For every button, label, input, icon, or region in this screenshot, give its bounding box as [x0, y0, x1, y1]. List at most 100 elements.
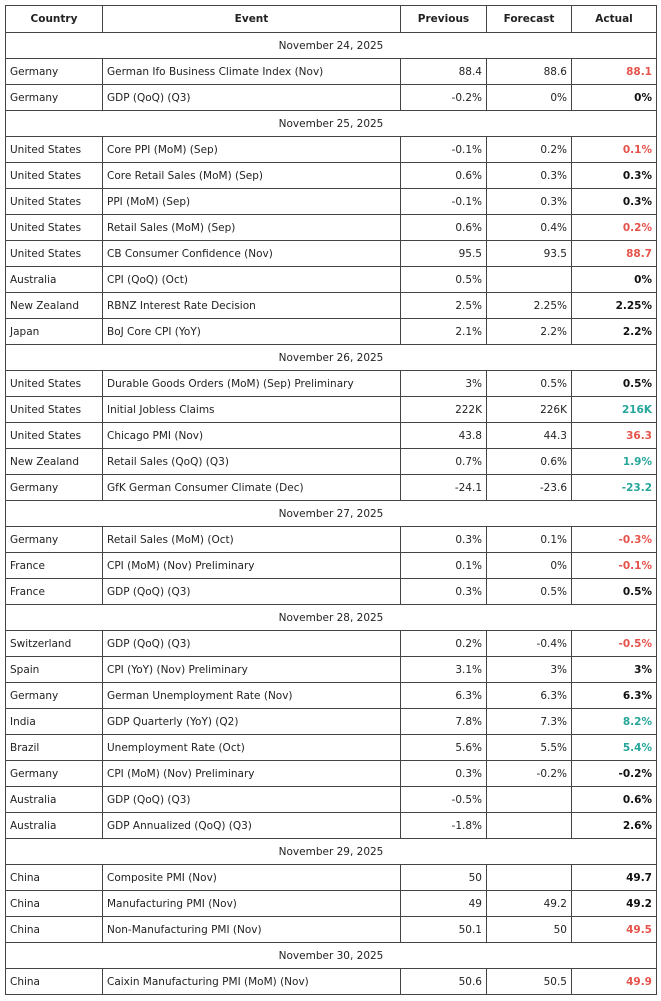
actual-cell: 0.2%	[571, 214, 657, 241]
country-cell: Japan	[5, 318, 103, 345]
country-cell: Australia	[5, 812, 103, 839]
actual-cell: 8.2%	[571, 708, 657, 735]
date-row: November 24, 2025	[5, 32, 657, 59]
date-cell: November 24, 2025	[5, 32, 657, 59]
forecast-cell: 7.3%	[486, 708, 572, 735]
event-row: New Zealand RBNZ Interest Rate Decision 2.…	[5, 292, 657, 319]
country-cell: New Zealand	[5, 292, 103, 319]
header-cell: Event	[102, 5, 401, 33]
forecast-cell: -0.2%	[486, 760, 572, 787]
header-cell: Forecast	[486, 5, 572, 33]
previous-cell: 3%	[400, 370, 487, 397]
country-cell: Germany	[5, 526, 103, 553]
event-cell: GDP (QoQ) (Q3)	[102, 786, 401, 813]
date-cell: November 27, 2025	[5, 500, 657, 527]
country-cell: China	[5, 916, 103, 943]
event-row: United States Core Retail Sales (MoM) (Se…	[5, 162, 657, 189]
actual-cell: 49.2	[571, 890, 657, 917]
previous-cell: 95.5	[400, 240, 487, 267]
country-cell: Germany	[5, 682, 103, 709]
country-cell: France	[5, 552, 103, 579]
forecast-cell: 0.5%	[486, 578, 572, 605]
country-cell: Germany	[5, 760, 103, 787]
previous-cell: 2.1%	[400, 318, 487, 345]
event-row: Australia GDP Annualized (QoQ) (Q3) -1.8% 2…	[5, 812, 657, 839]
previous-cell: 50.6	[400, 968, 487, 995]
forecast-cell: 5.5%	[486, 734, 572, 761]
event-row: China Non-Manufacturing PMI (Nov) 50.1 50 49…	[5, 916, 657, 943]
event-row: United States PPI (MoM) (Sep) -0.1% 0.3% 0.3…	[5, 188, 657, 215]
previous-cell: -0.1%	[400, 136, 487, 163]
forecast-cell: 0.1%	[486, 526, 572, 553]
country-cell: New Zealand	[5, 448, 103, 475]
event-row: China Composite PMI (Nov) 50 49.7	[5, 864, 657, 891]
event-row: Brazil Unemployment Rate (Oct) 5.6% 5.5% 5.4…	[5, 734, 657, 761]
event-row: Germany GDP (QoQ) (Q3) -0.2% 0% 0%	[5, 84, 657, 111]
country-cell: United States	[5, 422, 103, 449]
previous-cell: -0.2%	[400, 84, 487, 111]
previous-cell: 222K	[400, 396, 487, 423]
event-cell: Core PPI (MoM) (Sep)	[102, 136, 401, 163]
forecast-cell: -0.4%	[486, 630, 572, 657]
forecast-cell	[486, 786, 572, 813]
event-row: France GDP (QoQ) (Q3) 0.3% 0.5% 0.5%	[5, 578, 657, 605]
event-cell: Retail Sales (QoQ) (Q3)	[102, 448, 401, 475]
actual-cell: -23.2	[571, 474, 657, 501]
forecast-cell: 0.5%	[486, 370, 572, 397]
country-cell: Germany	[5, 84, 103, 111]
event-row: Australia CPI (QoQ) (Oct) 0.5% 0%	[5, 266, 657, 293]
date-cell: November 30, 2025	[5, 942, 657, 969]
event-cell: CPI (QoQ) (Oct)	[102, 266, 401, 293]
event-cell: GDP Quarterly (YoY) (Q2)	[102, 708, 401, 735]
actual-cell: 1.9%	[571, 448, 657, 475]
event-cell: GDP (QoQ) (Q3)	[102, 84, 401, 111]
event-cell: German Unemployment Rate (Nov)	[102, 682, 401, 709]
actual-cell: 0.5%	[571, 370, 657, 397]
actual-cell: 2.6%	[571, 812, 657, 839]
date-cell: November 25, 2025	[5, 110, 657, 137]
actual-cell: 3%	[571, 656, 657, 683]
actual-cell: -0.1%	[571, 552, 657, 579]
calendar-table: Country Event Previous Forecast Actual N…	[5, 5, 657, 995]
forecast-cell: 49.2	[486, 890, 572, 917]
event-cell: GDP Annualized (QoQ) (Q3)	[102, 812, 401, 839]
event-cell: GfK German Consumer Climate (Dec)	[102, 474, 401, 501]
event-cell: Retail Sales (MoM) (Oct)	[102, 526, 401, 553]
date-row: November 30, 2025	[5, 942, 657, 969]
forecast-cell: 50.5	[486, 968, 572, 995]
date-cell: November 29, 2025	[5, 838, 657, 865]
event-row: Germany GfK German Consumer Climate (Dec)…	[5, 474, 657, 501]
country-cell: China	[5, 890, 103, 917]
event-row: Germany German Ifo Business Climate Index…	[5, 58, 657, 85]
event-row: Japan BoJ Core CPI (YoY) 2.1% 2.2% 2.2%	[5, 318, 657, 345]
forecast-cell: 50	[486, 916, 572, 943]
actual-cell: 0.6%	[571, 786, 657, 813]
country-cell: United States	[5, 370, 103, 397]
event-cell: German Ifo Business Climate Index (Nov)	[102, 58, 401, 85]
event-cell: CPI (MoM) (Nov) Preliminary	[102, 552, 401, 579]
country-cell: United States	[5, 214, 103, 241]
previous-cell: 0.5%	[400, 266, 487, 293]
header-cell: Country	[5, 5, 103, 33]
country-cell: United States	[5, 396, 103, 423]
event-row: Switzerland GDP (QoQ) (Q3) 0.2% -0.4% -0.5%	[5, 630, 657, 657]
country-cell: Spain	[5, 656, 103, 683]
previous-cell: 88.4	[400, 58, 487, 85]
actual-cell: -0.2%	[571, 760, 657, 787]
event-cell: PPI (MoM) (Sep)	[102, 188, 401, 215]
country-cell: China	[5, 864, 103, 891]
event-cell: CB Consumer Confidence (Nov)	[102, 240, 401, 267]
event-cell: Manufacturing PMI (Nov)	[102, 890, 401, 917]
actual-cell: 88.1	[571, 58, 657, 85]
forecast-cell: 0.4%	[486, 214, 572, 241]
actual-cell: 2.2%	[571, 318, 657, 345]
date-cell: November 28, 2025	[5, 604, 657, 631]
country-cell: United States	[5, 162, 103, 189]
country-cell: Switzerland	[5, 630, 103, 657]
event-cell: RBNZ Interest Rate Decision	[102, 292, 401, 319]
actual-cell: -0.3%	[571, 526, 657, 553]
event-cell: Caixin Manufacturing PMI (MoM) (Nov)	[102, 968, 401, 995]
forecast-cell: 2.2%	[486, 318, 572, 345]
previous-cell: 49	[400, 890, 487, 917]
